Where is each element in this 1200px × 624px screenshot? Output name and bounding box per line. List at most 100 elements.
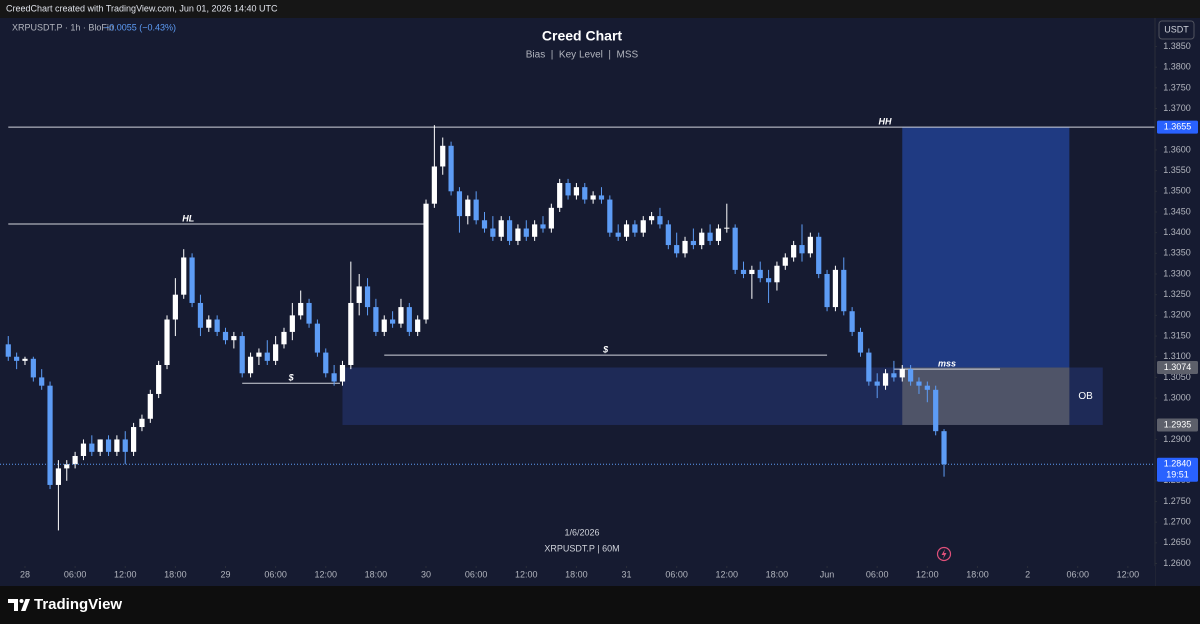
candle-body [506, 220, 513, 241]
footer-date: 1/6/2026 [564, 527, 599, 537]
candle-body [782, 257, 788, 266]
x-tick-label: 18:00 [766, 569, 789, 579]
logo-slash[interactable] [21, 599, 30, 611]
candle-body [924, 385, 930, 390]
alert-circle[interactable] [936, 546, 952, 562]
candle-body [172, 294, 178, 320]
x-tick-label: 31 [622, 569, 632, 579]
candle-body [273, 344, 279, 361]
zone [902, 127, 1070, 368]
candle-body [147, 393, 153, 419]
candle-body [740, 269, 747, 275]
candle-body [423, 203, 429, 320]
price-change: −0.0055 (−0.43%) [104, 22, 176, 32]
candle-body [573, 187, 580, 196]
header-bar [0, 0, 1200, 18]
candle-body [122, 439, 128, 452]
candle-body [874, 381, 880, 386]
y-tick-label: 1.3750 [1163, 82, 1191, 92]
candle-body [373, 307, 379, 332]
candle-body [448, 145, 454, 192]
candle-body [765, 278, 772, 283]
candle-body [406, 307, 412, 332]
candle-body [699, 232, 705, 246]
candle-body [582, 187, 588, 200]
candle-body [97, 439, 103, 452]
candle-body [5, 344, 11, 357]
footer-bar [0, 586, 1200, 624]
x-tick-label: 18:00 [565, 569, 588, 579]
y-tick-label: 1.3200 [1163, 310, 1191, 320]
x-tick-label: 18:00 [164, 569, 187, 579]
candle-body [640, 220, 646, 233]
candle-body [607, 199, 613, 233]
candle-body [623, 224, 630, 237]
candle-body [715, 228, 722, 241]
y-tick-label: 1.3050 [1163, 372, 1191, 382]
alert-bolt[interactable] [941, 549, 947, 559]
price-tag [1157, 418, 1198, 432]
candle-body [39, 377, 45, 386]
candle-body [615, 232, 621, 237]
candle-body [473, 199, 479, 221]
chart-title: Creed Chart [542, 28, 622, 44]
candle-body [306, 302, 312, 324]
candle-body [348, 302, 354, 365]
logo-dot[interactable] [19, 599, 24, 603]
candle-body [824, 274, 830, 308]
x-tick-label: 12:00 [515, 569, 538, 579]
y-tick-label: 1.3850 [1163, 41, 1191, 51]
candle-body [356, 286, 362, 303]
brand-name[interactable]: TradingView [34, 596, 122, 613]
candle-body [899, 369, 905, 378]
candle-body [398, 307, 404, 324]
candle-body [557, 183, 563, 208]
candle-body [849, 311, 855, 332]
currency-label[interactable]: USDT [1164, 24, 1189, 34]
candle-body [632, 224, 638, 233]
candle-body [933, 389, 939, 432]
y-tick-label: 1.2600 [1163, 558, 1191, 568]
logo-mark[interactable] [8, 599, 18, 611]
candle-body [598, 195, 605, 200]
level-label: HL [182, 213, 194, 223]
y-tick-label: 1.2650 [1163, 537, 1191, 547]
time-axis [0, 566, 1155, 586]
y-tick-label: 1.3500 [1163, 186, 1191, 196]
y-tick-label: 1.3300 [1163, 268, 1191, 278]
brand-logo[interactable]: TradingView [8, 596, 122, 613]
candle-body [816, 236, 822, 275]
candle-body [791, 245, 797, 258]
candle-body [331, 373, 337, 382]
y-tick-label: 1.3700 [1163, 103, 1191, 113]
candle-body [841, 269, 847, 312]
currency-button[interactable] [1158, 20, 1195, 40]
candle-body [206, 319, 212, 328]
candle-body [682, 240, 688, 254]
candle-body [515, 228, 521, 241]
candle-body [649, 216, 655, 221]
alert-icon[interactable] [936, 546, 952, 562]
y-tick-label: 1.3450 [1163, 206, 1191, 216]
candle-body [440, 145, 446, 167]
candle-body [247, 356, 254, 374]
candle-body [916, 381, 922, 386]
x-tick-label: 12:00 [916, 569, 939, 579]
candle-body [523, 228, 529, 237]
candle-body [857, 331, 864, 353]
candle-body [197, 302, 204, 328]
x-tick-label: 29 [220, 569, 230, 579]
candle-body [799, 245, 805, 254]
x-tick-label: 12:00 [114, 569, 137, 579]
y-tick-label: 1.3400 [1163, 227, 1191, 237]
level-label: HH [879, 117, 892, 127]
y-tick-label: 1.3600 [1163, 144, 1191, 154]
price-tag [1157, 457, 1198, 482]
x-tick-label: 12:00 [716, 569, 739, 579]
candle-body [189, 257, 195, 303]
candle-body [281, 331, 287, 345]
candle-body [264, 352, 270, 361]
candle-body [381, 319, 387, 332]
candle-body [30, 358, 36, 378]
